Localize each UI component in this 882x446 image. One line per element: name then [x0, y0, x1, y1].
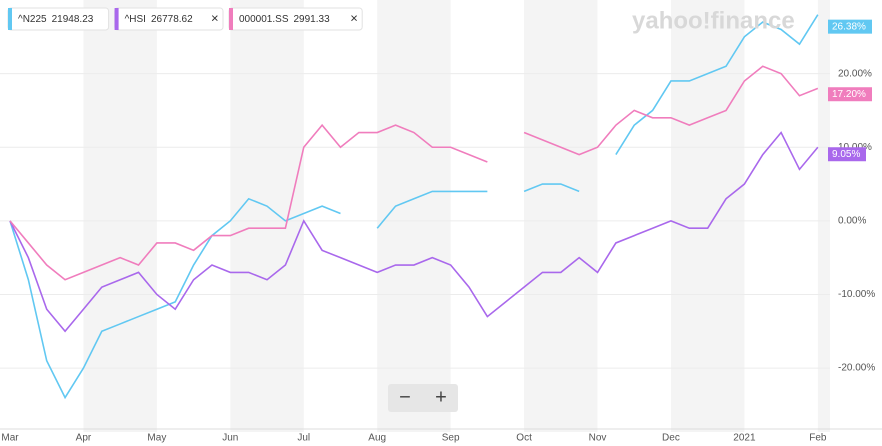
legend-close[interactable]: × [350, 10, 358, 25]
x-tick-label: Apr [76, 433, 92, 444]
end-label: 9.05% [832, 149, 860, 160]
legend-name: 000001.SS [239, 14, 289, 25]
x-tick-label: Feb [809, 433, 827, 444]
x-tick-label: Sep [442, 433, 460, 444]
legend-name: ^N225 [18, 14, 47, 25]
month-band [83, 0, 157, 432]
y-tick-label: 0.00% [838, 216, 866, 227]
x-tick-label: Nov [589, 433, 607, 444]
legend-entry[interactable]: 000001.SS 2991.33 [239, 14, 330, 25]
y-tick-label: -20.00% [838, 363, 875, 374]
end-label: 26.38% [832, 21, 866, 32]
end-label-bg [828, 87, 872, 102]
legend-entry[interactable]: ^HSI 26778.62 [125, 14, 194, 25]
end-label-bg [828, 147, 866, 162]
x-tick-label: Mar [1, 433, 19, 444]
month-band [377, 0, 451, 432]
x-tick-label: 2021 [733, 433, 756, 444]
legend-swatch [8, 8, 12, 30]
legend-price: 26778.62 [151, 14, 193, 25]
legend-swatch [114, 8, 119, 30]
x-tick-label: May [147, 433, 166, 444]
month-band [817, 0, 830, 432]
series-line [9, 14, 819, 400]
zoom-in[interactable]: + [435, 386, 447, 408]
legend-name: ^HSI [125, 14, 146, 25]
month-band [524, 0, 598, 432]
y-tick-label: -10.00% [838, 289, 875, 300]
legend-entry[interactable]: ^N225 21948.23 [18, 14, 94, 25]
series-line [9, 65, 819, 281]
zoom-control[interactable] [388, 384, 458, 412]
month-band [670, 0, 745, 432]
watermark: yahoo!finance [632, 7, 795, 34]
x-tick-label: Dec [662, 433, 680, 444]
x-tick-label: Jul [297, 433, 310, 444]
series-line [9, 131, 819, 333]
legend-price: 21948.23 [52, 14, 94, 25]
legend-price: 2991.33 [294, 14, 331, 25]
end-label-bg [828, 19, 872, 34]
zoom-out[interactable]: − [399, 386, 411, 408]
month-band [230, 0, 304, 432]
x-tick-label: Aug [368, 433, 386, 444]
legend-swatch [229, 8, 233, 30]
x-tick-label: Jun [222, 433, 238, 444]
x-tick-label: Oct [516, 433, 532, 444]
end-label: 17.20% [832, 89, 866, 100]
legend-close[interactable]: × [211, 10, 219, 25]
y-tick-label: 20.00% [838, 68, 872, 79]
